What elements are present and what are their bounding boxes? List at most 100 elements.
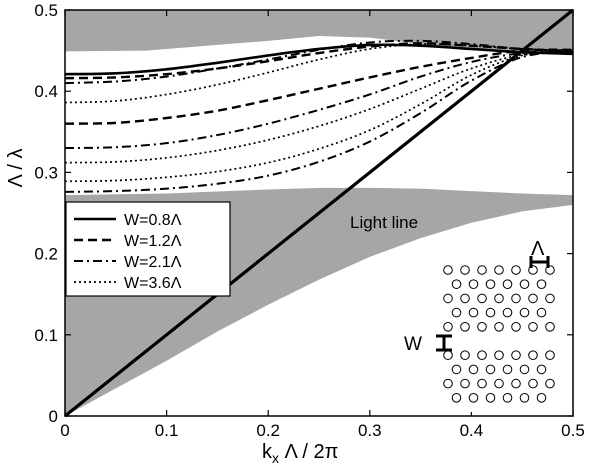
- y-tick-label: 0.5: [34, 1, 58, 20]
- lattice-hole: [502, 307, 513, 318]
- lattice-hole: [451, 393, 462, 403]
- lattice-hole: [485, 393, 496, 403]
- lattice-hole: [511, 265, 521, 275]
- lattice-hole: [519, 364, 530, 375]
- x-tick-label: 0.1: [155, 421, 179, 440]
- light-line-group: [64, 8, 574, 418]
- lattice-hole: [468, 393, 479, 403]
- lattice-hole: [468, 279, 479, 290]
- lattice-hole: [485, 364, 496, 375]
- lattice-inset: Λ W: [404, 238, 563, 412]
- lattice-hole: [511, 378, 521, 389]
- legend-label: W=1.2Λ: [124, 233, 182, 250]
- lattice-hole: [536, 279, 547, 290]
- guided-mode-curves: [64, 39, 574, 193]
- lattice-hole: [528, 265, 538, 275]
- x-axis-label-k: k: [262, 441, 273, 463]
- lattice-hole: [443, 378, 453, 389]
- x-tick-label: 0.5: [561, 421, 585, 440]
- lattice-hole: [511, 293, 521, 304]
- lattice-hole: [519, 307, 530, 318]
- lattice-hole: [545, 322, 555, 332]
- lattice-hole: [494, 350, 504, 361]
- x-tick-label: 0.2: [256, 421, 280, 440]
- light-line: [64, 8, 574, 418]
- x-axis-label-rest: Λ / 2π: [279, 441, 338, 463]
- width-bracket-icon: [436, 334, 452, 352]
- lattice-hole: [528, 378, 538, 389]
- lattice-hole: [451, 307, 462, 318]
- x-axis-label-sub: x: [272, 450, 279, 466]
- lattice-hole: [494, 322, 504, 332]
- lattice-hole: [536, 393, 547, 403]
- legend-label: W=0.8Λ: [124, 212, 182, 229]
- lattice-hole: [477, 265, 487, 275]
- lattice-hole: [494, 293, 504, 304]
- lattice-hole: [494, 265, 504, 275]
- light-line-label: Light line: [350, 213, 418, 232]
- lattice-hole: [519, 279, 530, 290]
- lattice-hole: [477, 322, 487, 332]
- lattice-hole: [519, 393, 530, 403]
- lattice-holes: [443, 265, 555, 403]
- period-label: Λ: [531, 238, 545, 260]
- y-tick-label: 0.1: [34, 326, 58, 345]
- mode-curve-dashed-1: [64, 42, 574, 80]
- lattice-hole: [468, 307, 479, 318]
- legend-label: W=3.6Λ: [124, 275, 182, 292]
- lattice-hole: [477, 293, 487, 304]
- lattice-hole: [477, 378, 487, 389]
- upper-band-region: [65, 10, 573, 53]
- lattice-hole: [545, 265, 555, 275]
- lattice-hole: [502, 364, 513, 375]
- lattice-hole: [545, 293, 555, 304]
- lattice-hole: [460, 293, 470, 304]
- plot-frame: [64, 9, 574, 417]
- lattice-hole: [460, 378, 470, 389]
- x-tick-label: 0.4: [460, 421, 484, 440]
- mode-curve-solid-1: [64, 43, 574, 76]
- lattice-hole: [528, 322, 538, 332]
- period-bracket-icon: [529, 256, 550, 268]
- lattice-hole: [545, 378, 555, 389]
- mode-curve-dashed-2: [64, 48, 574, 125]
- mode-curve-dotted-3: [64, 50, 574, 183]
- lattice-hole: [511, 322, 521, 332]
- lattice-hole: [545, 350, 555, 361]
- lattice-hole: [502, 393, 513, 403]
- width-label: W: [404, 334, 422, 355]
- lattice-hole: [460, 265, 470, 275]
- lattice-hole: [494, 378, 504, 389]
- lattice-hole: [485, 279, 496, 290]
- lattice-hole: [460, 322, 470, 332]
- y-axis-label: Λ / λ: [5, 149, 27, 188]
- x-tick-label: 0.3: [358, 421, 382, 440]
- y-tick-label: 0.3: [34, 163, 58, 182]
- lattice-hole: [536, 364, 547, 375]
- lattice-hole: [443, 265, 453, 275]
- lattice-hole: [443, 322, 453, 332]
- lattice-hole: [528, 293, 538, 304]
- mode-curve-dashdot-2: [64, 49, 574, 150]
- lattice-hole: [528, 350, 538, 361]
- y-tick-label: 0.4: [34, 82, 58, 101]
- y-tick-label: 0: [49, 407, 58, 426]
- lattice-hole: [502, 279, 513, 290]
- lattice-hole: [536, 307, 547, 318]
- x-axis-label: kx Λ / 2π: [262, 441, 338, 466]
- axis-ticks: 0 0.1 0.2 0.3 0.4 0.5 0 0.1 0.2 0.3 0.4 0.5: [34, 1, 584, 440]
- lattice-hole: [443, 293, 453, 304]
- legend-label: W=2.1Λ: [124, 254, 182, 271]
- lattice-hole: [511, 350, 521, 361]
- mode-curve-dotted-2: [64, 50, 574, 164]
- x-tick-label: 0: [60, 421, 69, 440]
- legend-items: W=0.8Λ W=1.2Λ W=2.1Λ W=3.6Λ: [74, 212, 182, 292]
- lattice-hole: [477, 350, 487, 361]
- legend: W=0.8Λ W=1.2Λ W=2.1Λ W=3.6Λ: [65, 201, 231, 297]
- lattice-hole: [451, 364, 462, 375]
- inset-background: [433, 262, 563, 412]
- lattice-hole: [485, 307, 496, 318]
- lattice-hole: [468, 364, 479, 375]
- lattice-hole: [451, 279, 462, 290]
